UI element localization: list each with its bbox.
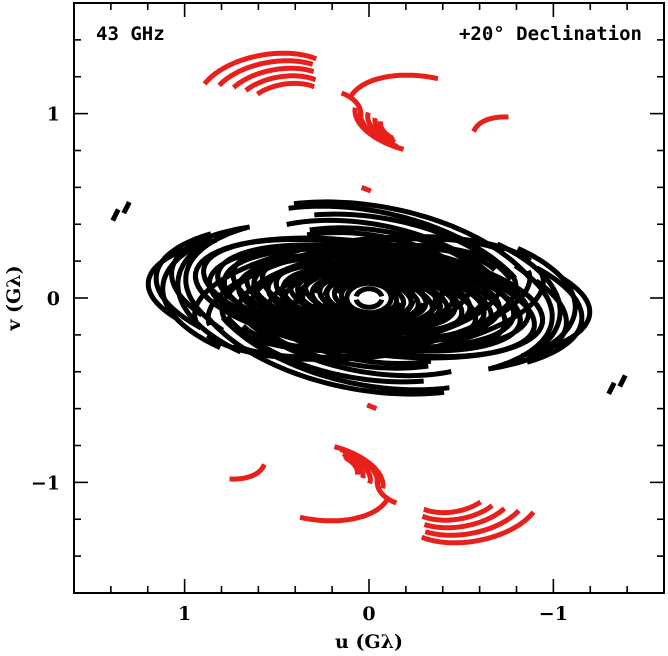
x-tick-label: 0: [362, 603, 375, 625]
uv-track-0-27-0: [293, 199, 534, 282]
uv-track-1-15-0: [423, 506, 507, 531]
uv-track-0-27-1: [204, 314, 445, 397]
uv-track-0-22-0: [526, 265, 585, 365]
uv-track-1-8-0: [357, 110, 399, 149]
uv-track-0-42-1: [312, 302, 426, 332]
uv-short-track-0-2: [617, 374, 628, 388]
uv-short-track-0-1: [121, 201, 132, 215]
uv-track-0-36-1: [234, 245, 497, 315]
uv-track-1-6-0: [348, 72, 439, 99]
uv-short-track-0-0: [110, 208, 121, 222]
uv-track-1-11-0: [377, 121, 394, 141]
y-tick-label: 0: [47, 288, 60, 310]
uv-track-1-12-0: [471, 114, 509, 133]
x-tick-label: 1: [178, 603, 191, 625]
uv-track-1-2-0: [231, 65, 315, 90]
axis-ticks: 1 0 −1 1 0 −1: [31, 2, 665, 625]
uv-track-0-28-0: [288, 203, 518, 280]
y-tick-label: 1: [47, 104, 60, 126]
uv-track-1-14-0: [424, 508, 521, 538]
y-tick-label: −1: [31, 472, 60, 494]
x-tick-label: −1: [539, 603, 568, 625]
uv-track-1-19-0: [299, 497, 390, 524]
uv-track-0-41-1: [300, 297, 438, 338]
uv-track-0-41-0: [300, 258, 438, 299]
uv-track-1-13-0: [420, 510, 536, 546]
uv-track-0-28-1: [220, 316, 450, 393]
uv-track-0-43-1: [322, 299, 416, 327]
uv-track-1-3-0: [244, 73, 317, 93]
uv-track-0-36-0: [241, 281, 504, 351]
uv-track-0-45-0: [344, 280, 394, 298]
uv-track-0-46-0: [353, 286, 385, 297]
uv-track-1-1-0: [217, 58, 314, 88]
uv-track-1-21-0: [339, 447, 381, 486]
uv-short-track-1-1: [366, 402, 378, 411]
declination-annotation: +20° Declination: [459, 23, 642, 45]
uv-track-0-26-0: [491, 263, 555, 371]
uv-track-0-43-0: [322, 269, 416, 297]
uv-track-1-4-0: [256, 80, 315, 97]
uv-track-1-0-0: [202, 50, 318, 86]
uv-short-track-0-3: [606, 381, 617, 395]
y-axis-label: v (Gλ): [3, 265, 25, 331]
uv-tracks: [110, 50, 628, 546]
uv-short-track-1-0: [360, 185, 372, 194]
uv-track-0-26-1: [183, 225, 247, 333]
uv-track-1-25-0: [229, 463, 267, 482]
uv-track-1-24-0: [344, 455, 361, 475]
uv-track-1-17-0: [423, 499, 482, 516]
uv-track-0-44-0: [334, 275, 404, 294]
uv-track-0-45-1: [344, 298, 394, 316]
x-axis-label: u (Gλ): [335, 631, 403, 653]
frequency-annotation: 43 GHz: [96, 23, 165, 45]
uv-track-0-46-1: [353, 299, 385, 310]
uv-track-0-22-1: [153, 231, 212, 331]
uv-track-1-16-0: [421, 503, 494, 523]
uv-track-0-35-1: [219, 242, 502, 326]
uv-track-0-44-1: [334, 302, 404, 321]
uv-track-0-35-0: [236, 270, 519, 354]
uv-track-0-42-0: [312, 264, 426, 294]
